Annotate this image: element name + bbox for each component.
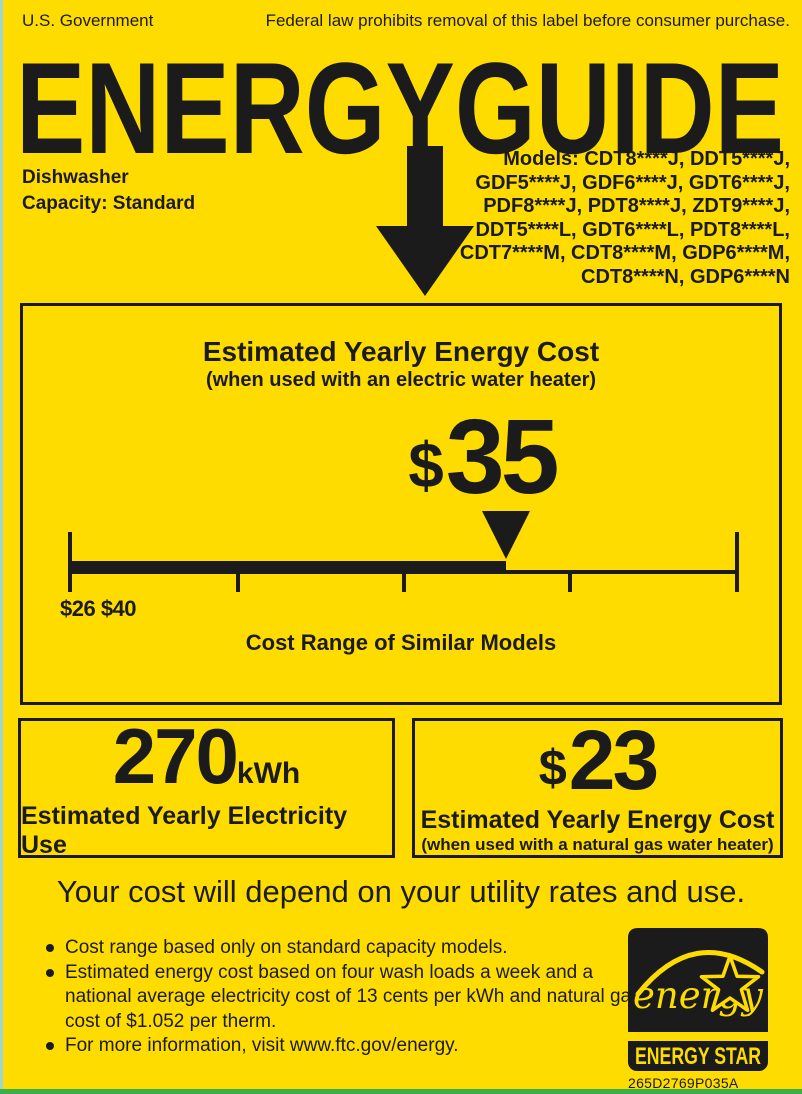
left-edge-line <box>0 0 3 1094</box>
kwh-number: 270 <box>112 711 239 800</box>
utility-note: Your cost will depend on your utility ra… <box>56 874 746 909</box>
disclosure-list: Cost range based only on standard capaci… <box>46 936 666 1059</box>
gas-cost-box: $23 Estimated Yearly Energy Cost (when u… <box>412 718 783 858</box>
bullet-icon <box>46 944 54 952</box>
models-line: Models: CDT8****J, DDT5****J, <box>503 148 790 170</box>
gas-subcaption: (when used with a natural gas water heat… <box>421 834 774 854</box>
scale-tick-right <box>735 532 739 592</box>
scale-tick <box>568 574 572 592</box>
appliance-type: Dishwasher <box>22 167 129 188</box>
yearly-cost-value: $35 <box>371 401 593 513</box>
logo-text: ENERGYGUIDE <box>16 50 784 181</box>
energy-star-mark-icon: energy <box>628 928 768 1032</box>
star-icon <box>699 954 761 1013</box>
dollar-sign: $ <box>408 430 444 502</box>
bullet-text: For more information, visit www.ftc.gov/… <box>65 1035 459 1056</box>
cost-number: 35 <box>445 398 560 516</box>
part-number: 265D2769P035A <box>628 1075 739 1091</box>
down-arrow-stem <box>407 146 443 228</box>
scale-bar-line <box>506 570 739 574</box>
bullet-text: Cost range based only on standard capaci… <box>65 937 508 958</box>
electricity-use-box: 270kWh Estimated Yearly Electricity Use <box>18 717 395 859</box>
scale-caption: Cost Range of Similar Models <box>245 630 557 655</box>
models-list: Models: CDT8****J, DDT5****J, GDF5****J,… <box>370 148 790 289</box>
appliance-info: Dishwasher Capacity: Standard <box>22 165 195 217</box>
bullet-text: Estimated energy cost based on four wash… <box>65 961 641 1032</box>
scale-bar-filled <box>70 561 506 574</box>
scale-tick <box>402 574 406 592</box>
federal-law-text: Federal law prohibits removal of this la… <box>265 11 790 30</box>
kwh-unit: kWh <box>236 756 301 790</box>
bullet-icon <box>46 968 54 977</box>
scale-tick-left <box>68 532 72 592</box>
models-line: PDF8****J, PDT8****J, ZDT9****J, <box>483 195 790 217</box>
us-government-text: U.S. Government <box>22 11 154 30</box>
bullet-icon <box>46 1042 54 1050</box>
down-arrow-head-icon <box>376 226 474 296</box>
energy-cost-box: Estimated Yearly Energy Cost (when used … <box>20 303 782 705</box>
cost-pointer-triangle-icon <box>482 511 530 559</box>
gas-caption: Estimated Yearly Energy Cost <box>420 805 775 834</box>
energy-star-arc <box>635 950 765 997</box>
scale-tick <box>236 574 240 592</box>
energyguide-logo: ENERGYGUIDE <box>16 50 784 296</box>
energy-star-square <box>628 928 768 1032</box>
bottom-edge-line <box>0 1089 802 1094</box>
models-line: DDT5****L, GDT6****L, PDT8****L, <box>475 218 790 241</box>
energy-cost-title: Estimated Yearly Energy Cost <box>202 336 600 367</box>
energy-star-band-text: ENERGY STAR <box>635 1043 761 1070</box>
models-line: CDT7****M, CDT8****M, GDP6****M, <box>459 242 790 264</box>
energy-star-band: ENERGY STAR <box>628 1041 768 1071</box>
electricity-value: 270kWh <box>113 717 300 795</box>
models-line: CDT8****N, GDP6****N <box>581 265 790 288</box>
models-line: GDF5****J, GDF6****J, GDT6****J, <box>475 171 790 194</box>
appliance-capacity: Capacity: Standard <box>22 193 196 214</box>
list-item: For more information, visit www.ftc.gov/… <box>46 1034 666 1059</box>
list-item: Cost range based only on standard capaci… <box>46 936 666 961</box>
list-item: Estimated energy cost based on four wash… <box>46 961 666 1035</box>
energy-star-logo: energy ENERGY STAR 265D2769P035A <box>628 928 768 1091</box>
scale-range-label: $26 $40 <box>60 596 137 621</box>
gas-cost-value: $23 <box>538 718 659 802</box>
dollar-sign: $ <box>538 738 567 796</box>
energy-cost-subtitle: (when used with an electric water heater… <box>205 369 597 391</box>
electricity-caption: Estimated Yearly Electricity Use <box>21 801 348 859</box>
gas-cost-number: 23 <box>568 713 659 808</box>
